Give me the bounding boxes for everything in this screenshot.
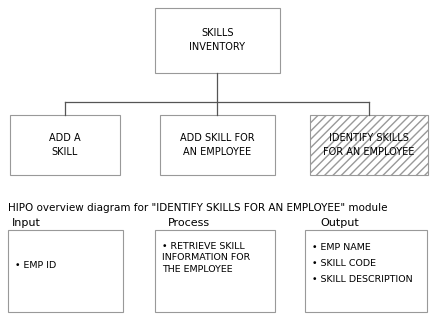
Text: SKILLS
INVENTORY: SKILLS INVENTORY [189,29,245,52]
Bar [8,230,123,312]
Text: • EMP NAME: • EMP NAME [311,244,370,252]
Text: Process: Process [168,218,210,228]
Text: • EMP ID: • EMP ID [15,260,56,270]
Text: • SKILL DESCRIPTION: • SKILL DESCRIPTION [311,275,412,284]
Text: ADD SKILL FOR
AN EMPLOYEE: ADD SKILL FOR AN EMPLOYEE [180,133,254,157]
Bar [155,230,274,312]
Bar [309,115,427,175]
Bar [155,8,279,73]
Text: • SKILL CODE: • SKILL CODE [311,260,375,269]
Text: • RETRIEVE SKILL
INFORMATION FOR
THE EMPLOYEE: • RETRIEVE SKILL INFORMATION FOR THE EMP… [161,242,250,274]
Text: HIPO overview diagram for "IDENTIFY SKILLS FOR AN EMPLOYEE" module: HIPO overview diagram for "IDENTIFY SKIL… [8,203,387,213]
Text: Output: Output [319,218,358,228]
Text: IDENTIFY SKILLS
FOR AN EMPLOYEE: IDENTIFY SKILLS FOR AN EMPLOYEE [322,133,414,157]
Text: ADD A
SKILL: ADD A SKILL [49,133,81,157]
Bar [160,115,274,175]
Text: Input: Input [12,218,41,228]
Bar [10,115,120,175]
Bar [304,230,426,312]
